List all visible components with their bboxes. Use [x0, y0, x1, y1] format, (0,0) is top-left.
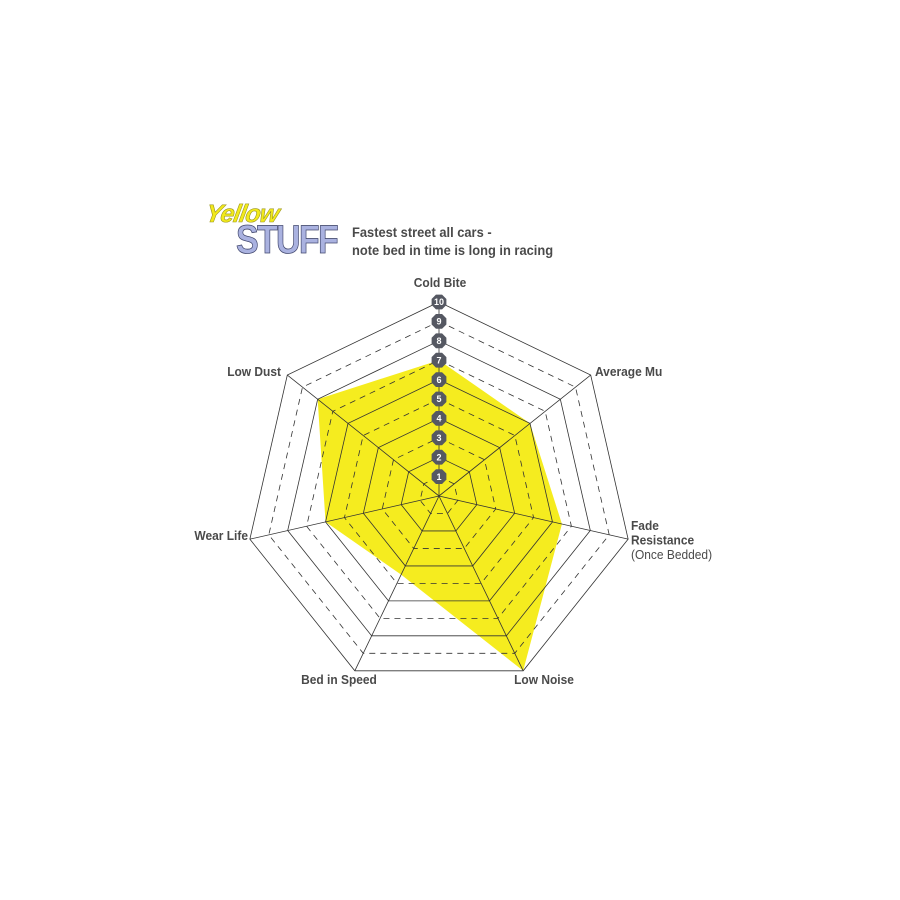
tick-badge-9 [431, 314, 447, 329]
grid-ring-2 [400, 456, 478, 532]
data-area [317, 360, 562, 671]
tick-badge-10 [431, 294, 447, 310]
spoke-6 [287, 374, 440, 497]
grid-ring-10 [249, 301, 629, 672]
axis-label-3-0: Low Noise [514, 673, 574, 688]
tick-label-3: 3 [436, 433, 441, 443]
subtitle-line-1: Fastest street all cars - [352, 224, 492, 240]
axis-label-0-0: Cold Bite [414, 276, 467, 291]
axis-label-1-0: Average Mu [595, 365, 662, 380]
tick-badge-3 [431, 430, 447, 446]
tick-label-7: 7 [436, 355, 441, 365]
axis-label-2-1: Resistance [631, 533, 694, 548]
grid-ring-7 [306, 359, 572, 619]
tick-badge-8 [431, 333, 447, 349]
tick-label-4: 4 [436, 414, 441, 424]
logo-stuff-text: STUFF [236, 218, 339, 263]
spoke-2 [438, 495, 629, 540]
tick-badge-4 [431, 411, 447, 426]
axis-label-2-2: (Once Bedded) [631, 548, 712, 563]
tick-label-9: 9 [436, 317, 441, 327]
grid-ring-1 [419, 476, 459, 514]
spoke-4 [354, 495, 440, 671]
axis-label-6-0: Low Dust [227, 365, 281, 380]
tick-label-1: 1 [436, 472, 441, 482]
axis-label-5-0: Wear Life [194, 529, 248, 544]
tick-badge-6 [431, 372, 447, 387]
axis-label-2-0: Fade [631, 519, 659, 534]
tick-label-8: 8 [436, 336, 441, 346]
grid-ring-9 [268, 320, 610, 654]
tick-badge-1 [431, 469, 447, 484]
tick-label-10: 10 [434, 297, 444, 307]
grid-ring-3 [381, 437, 497, 549]
tick-badge-2 [431, 449, 447, 465]
tick-label-5: 5 [436, 394, 441, 404]
tick-label-2: 2 [436, 452, 441, 462]
yellowstuff-logo: Yellow STUFF [203, 200, 339, 270]
tick-label-6: 6 [436, 375, 441, 385]
tick-badge-7 [431, 352, 447, 368]
grid-ring-6 [325, 379, 553, 602]
subtitle-line-2: note bed in time is long in racing [352, 242, 554, 258]
tick-badge-5 [431, 391, 447, 407]
grid-ring-4 [362, 417, 516, 567]
grid-ring-8 [287, 340, 591, 637]
axis-label-4-0: Bed in Speed [301, 673, 377, 688]
spoke-1 [438, 374, 591, 497]
spoke-3 [438, 495, 524, 671]
spoke-5 [249, 495, 440, 540]
